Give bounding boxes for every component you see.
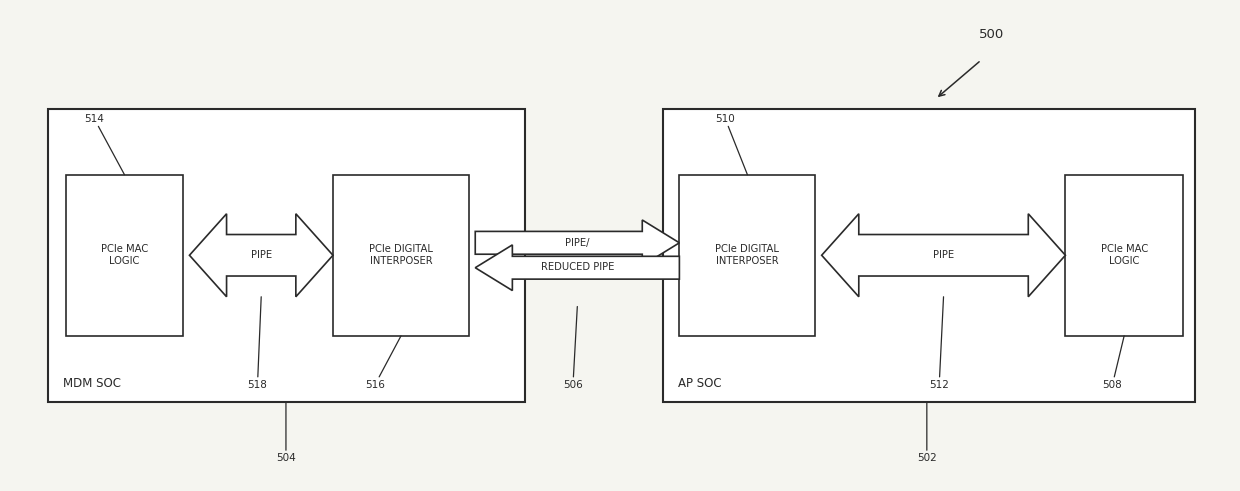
Text: REDUCED PIPE: REDUCED PIPE xyxy=(541,262,614,272)
Bar xyxy=(1065,175,1183,336)
Text: 506: 506 xyxy=(563,306,583,390)
Text: PCIe MAC
LOGIC: PCIe MAC LOGIC xyxy=(100,245,148,266)
Text: 518: 518 xyxy=(248,297,268,390)
Polygon shape xyxy=(822,214,1065,297)
Bar xyxy=(66,175,184,336)
Bar xyxy=(680,175,816,336)
Text: PIPE: PIPE xyxy=(250,250,272,260)
Text: 512: 512 xyxy=(929,297,949,390)
Text: PIPE/: PIPE/ xyxy=(565,238,589,248)
Bar xyxy=(334,175,469,336)
Bar xyxy=(663,109,1195,402)
Text: 502: 502 xyxy=(916,402,936,463)
Text: 514: 514 xyxy=(84,113,124,175)
Text: 510: 510 xyxy=(715,113,748,175)
Text: PCIe MAC
LOGIC: PCIe MAC LOGIC xyxy=(1101,245,1148,266)
Bar xyxy=(48,109,525,402)
Text: PCIe DIGITAL
INTERPOSER: PCIe DIGITAL INTERPOSER xyxy=(715,245,780,266)
Text: 504: 504 xyxy=(277,402,296,463)
Text: AP SOC: AP SOC xyxy=(678,377,722,389)
Text: 500: 500 xyxy=(978,28,1004,41)
Polygon shape xyxy=(475,245,680,291)
Text: PCIe DIGITAL
INTERPOSER: PCIe DIGITAL INTERPOSER xyxy=(370,245,433,266)
Text: 516: 516 xyxy=(365,336,401,390)
Text: PIPE: PIPE xyxy=(932,250,954,260)
Text: 508: 508 xyxy=(1102,336,1125,390)
Polygon shape xyxy=(190,214,334,297)
Polygon shape xyxy=(475,220,680,266)
Text: MDM SOC: MDM SOC xyxy=(63,377,122,389)
